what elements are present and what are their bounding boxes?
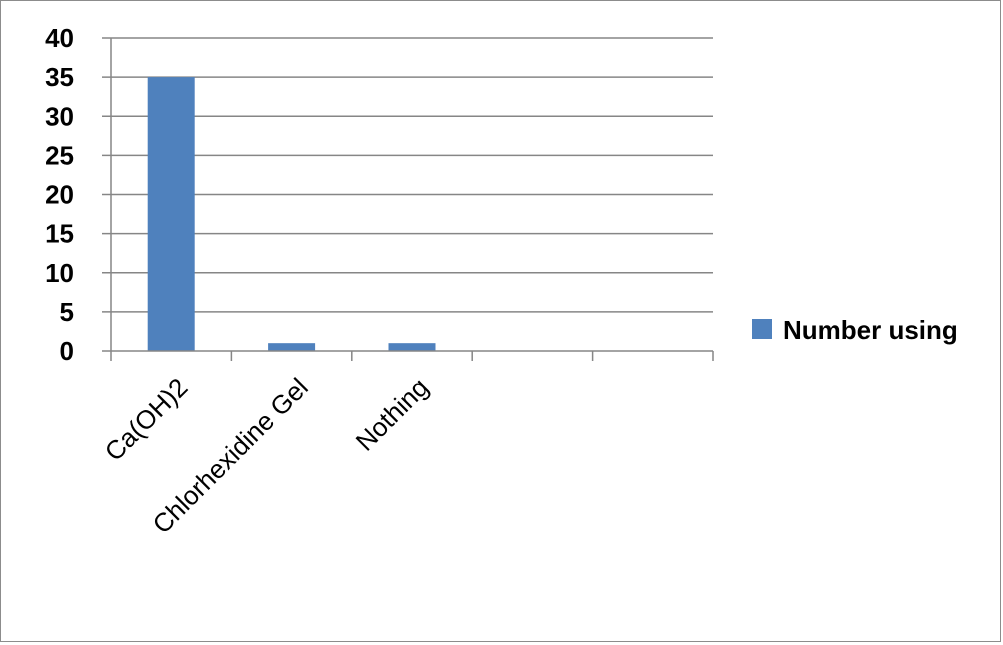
- gridlines: [111, 37, 713, 313]
- bar: [268, 343, 316, 351]
- legend-label: Number using: [783, 315, 958, 345]
- legend: Number using: [752, 315, 958, 345]
- y-tick-label: 25: [45, 140, 74, 170]
- axes: [102, 37, 714, 361]
- y-tick-label: 10: [45, 258, 74, 288]
- x-category-label: Ca(OH)2: [99, 372, 194, 467]
- y-tick-label: 0: [60, 336, 74, 366]
- x-category-label: Nothing: [350, 372, 435, 457]
- y-tick-label: 35: [45, 62, 74, 92]
- legend-swatch: [752, 319, 772, 339]
- y-tick-label: 15: [45, 219, 74, 249]
- y-tick-label: 30: [45, 101, 74, 131]
- y-tick-label: 5: [60, 297, 74, 327]
- y-tick-label: 20: [45, 180, 74, 210]
- bar: [147, 77, 195, 351]
- bar: [388, 343, 436, 351]
- y-tick-label: 40: [45, 23, 74, 53]
- bars: [147, 77, 436, 351]
